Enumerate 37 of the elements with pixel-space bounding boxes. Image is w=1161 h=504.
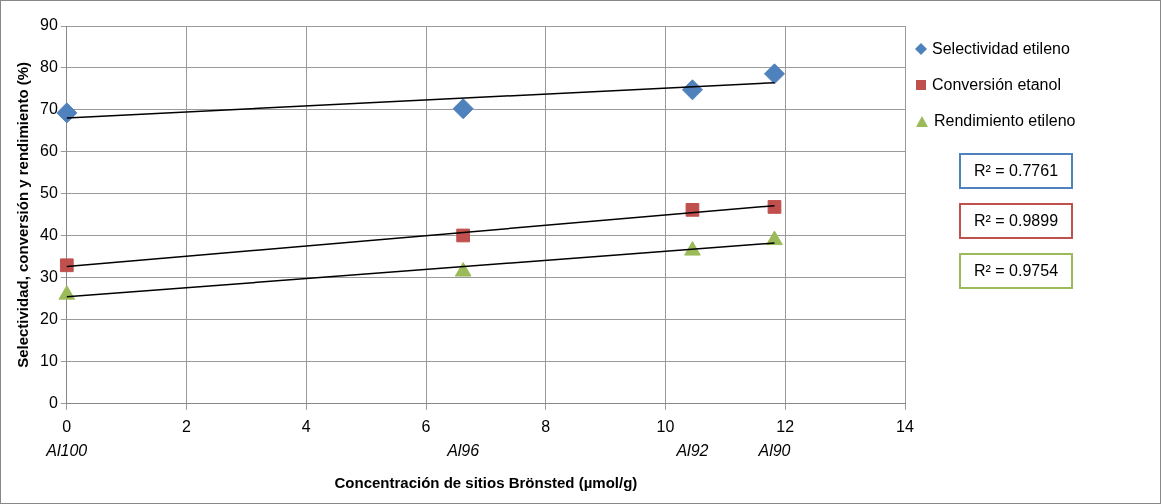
text: Al92 — [675, 442, 709, 460]
text: R² = 0.9754 — [959, 253, 1073, 289]
x-tick-label: 4 — [301, 417, 311, 435]
text: Al96 — [446, 442, 480, 460]
legend-label: Rendimiento etileno — [934, 112, 1076, 130]
y-tick-label: 70 — [40, 100, 58, 118]
x-tick-label: 6 — [421, 417, 431, 435]
text: R² = 0.7761 — [959, 153, 1073, 189]
point — [59, 258, 74, 273]
text: Al90 — [757, 442, 791, 460]
point — [58, 285, 76, 300]
y-tick-label: 50 — [40, 184, 58, 202]
y-tick-label: 10 — [40, 352, 58, 370]
point — [767, 200, 782, 214]
x-tick-label: 10 — [656, 417, 675, 435]
point — [452, 98, 474, 120]
point — [454, 262, 472, 277]
legend-label: Selectividad etileno — [932, 40, 1070, 58]
y-tick-label: 30 — [40, 268, 58, 286]
y-tick-label: 80 — [40, 58, 58, 76]
point — [56, 102, 78, 124]
legend-label: Conversión etanol — [932, 76, 1061, 94]
x-tick-label: 12 — [776, 417, 795, 435]
x-tick-label: 8 — [541, 417, 551, 435]
point — [763, 63, 785, 85]
text: R² = 0.9899 — [959, 203, 1073, 239]
x-axis-title: Concentración de sitios Brönsted (µmol/g) — [334, 474, 638, 492]
y-tick-label: 20 — [40, 310, 58, 328]
y-tick-label: 0 — [48, 394, 58, 412]
x-tick-label: 0 — [62, 417, 72, 435]
text: Al100 — [45, 442, 88, 460]
y-tick-label: 40 — [40, 226, 58, 244]
y-axis-title: Selectividad, conversión y rendimiento (%) — [14, 61, 32, 368]
y-tick-label: 90 — [40, 16, 58, 34]
x-tick-label: 14 — [896, 417, 914, 435]
y-tick-label: 60 — [40, 142, 58, 160]
x-tick-label: 2 — [182, 417, 192, 435]
